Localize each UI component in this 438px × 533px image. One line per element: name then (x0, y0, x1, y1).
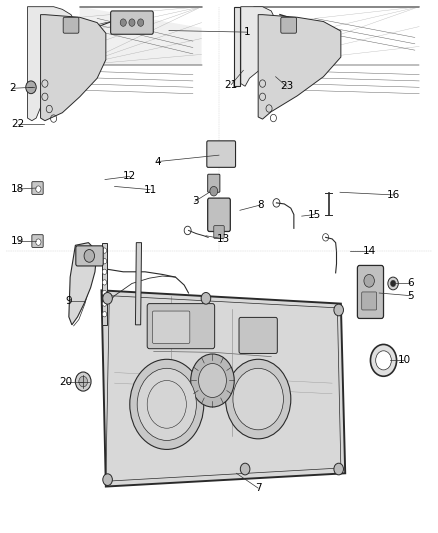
Polygon shape (234, 7, 240, 86)
Circle shape (334, 304, 343, 316)
Circle shape (191, 354, 234, 407)
Text: 23: 23 (280, 81, 293, 91)
Text: 7: 7 (255, 483, 261, 493)
Circle shape (102, 269, 107, 274)
Text: 15: 15 (308, 209, 321, 220)
Polygon shape (102, 243, 107, 325)
FancyBboxPatch shape (63, 17, 79, 33)
Text: 9: 9 (66, 296, 72, 306)
FancyBboxPatch shape (32, 182, 43, 195)
FancyBboxPatch shape (207, 141, 236, 167)
Circle shape (210, 187, 218, 196)
Circle shape (129, 19, 135, 26)
Circle shape (371, 344, 396, 376)
Circle shape (103, 474, 113, 486)
FancyBboxPatch shape (281, 17, 297, 33)
Circle shape (102, 290, 107, 296)
FancyBboxPatch shape (208, 174, 220, 192)
Text: 12: 12 (123, 172, 136, 181)
FancyBboxPatch shape (32, 235, 43, 247)
Circle shape (201, 293, 211, 304)
Circle shape (120, 19, 126, 26)
Text: 5: 5 (407, 290, 414, 301)
Text: 20: 20 (59, 376, 72, 386)
Circle shape (26, 81, 36, 94)
Text: 13: 13 (217, 234, 230, 244)
Circle shape (79, 376, 88, 387)
Circle shape (36, 239, 41, 245)
Circle shape (391, 280, 396, 287)
Text: 4: 4 (155, 157, 161, 166)
Circle shape (102, 280, 107, 285)
Polygon shape (102, 290, 345, 487)
Circle shape (103, 293, 113, 304)
Text: 10: 10 (397, 356, 410, 365)
Polygon shape (69, 243, 96, 325)
Circle shape (36, 186, 41, 192)
Text: 22: 22 (11, 119, 25, 130)
FancyBboxPatch shape (152, 311, 190, 343)
Circle shape (388, 277, 398, 290)
Text: 6: 6 (407, 278, 414, 288)
Circle shape (130, 359, 204, 449)
Circle shape (102, 259, 107, 264)
Polygon shape (258, 14, 341, 119)
Text: 19: 19 (11, 236, 25, 246)
FancyBboxPatch shape (111, 11, 153, 34)
Circle shape (102, 248, 107, 253)
Polygon shape (241, 7, 276, 86)
Text: 8: 8 (257, 200, 264, 210)
Circle shape (233, 368, 283, 430)
FancyBboxPatch shape (208, 198, 230, 231)
FancyBboxPatch shape (239, 317, 277, 353)
Polygon shape (135, 243, 141, 325)
FancyBboxPatch shape (76, 246, 103, 266)
Text: 16: 16 (386, 190, 400, 200)
FancyBboxPatch shape (362, 292, 377, 310)
Circle shape (376, 351, 391, 370)
Text: 18: 18 (11, 184, 25, 194)
FancyBboxPatch shape (147, 304, 215, 349)
Circle shape (198, 364, 226, 398)
Circle shape (226, 359, 291, 439)
Polygon shape (41, 14, 106, 120)
Circle shape (84, 249, 95, 262)
Text: 21: 21 (225, 79, 238, 90)
Text: 2: 2 (9, 83, 16, 93)
Text: 11: 11 (144, 184, 157, 195)
FancyBboxPatch shape (357, 265, 384, 318)
Circle shape (102, 301, 107, 306)
Polygon shape (80, 7, 201, 65)
Text: 3: 3 (192, 196, 198, 206)
Circle shape (138, 19, 144, 26)
Text: 14: 14 (363, 246, 376, 256)
Circle shape (102, 312, 107, 317)
Circle shape (137, 368, 196, 440)
Circle shape (75, 372, 91, 391)
Circle shape (364, 274, 374, 287)
FancyBboxPatch shape (214, 225, 224, 238)
Circle shape (334, 463, 343, 475)
Circle shape (240, 463, 250, 475)
Polygon shape (28, 7, 75, 120)
Text: 1: 1 (244, 27, 251, 37)
